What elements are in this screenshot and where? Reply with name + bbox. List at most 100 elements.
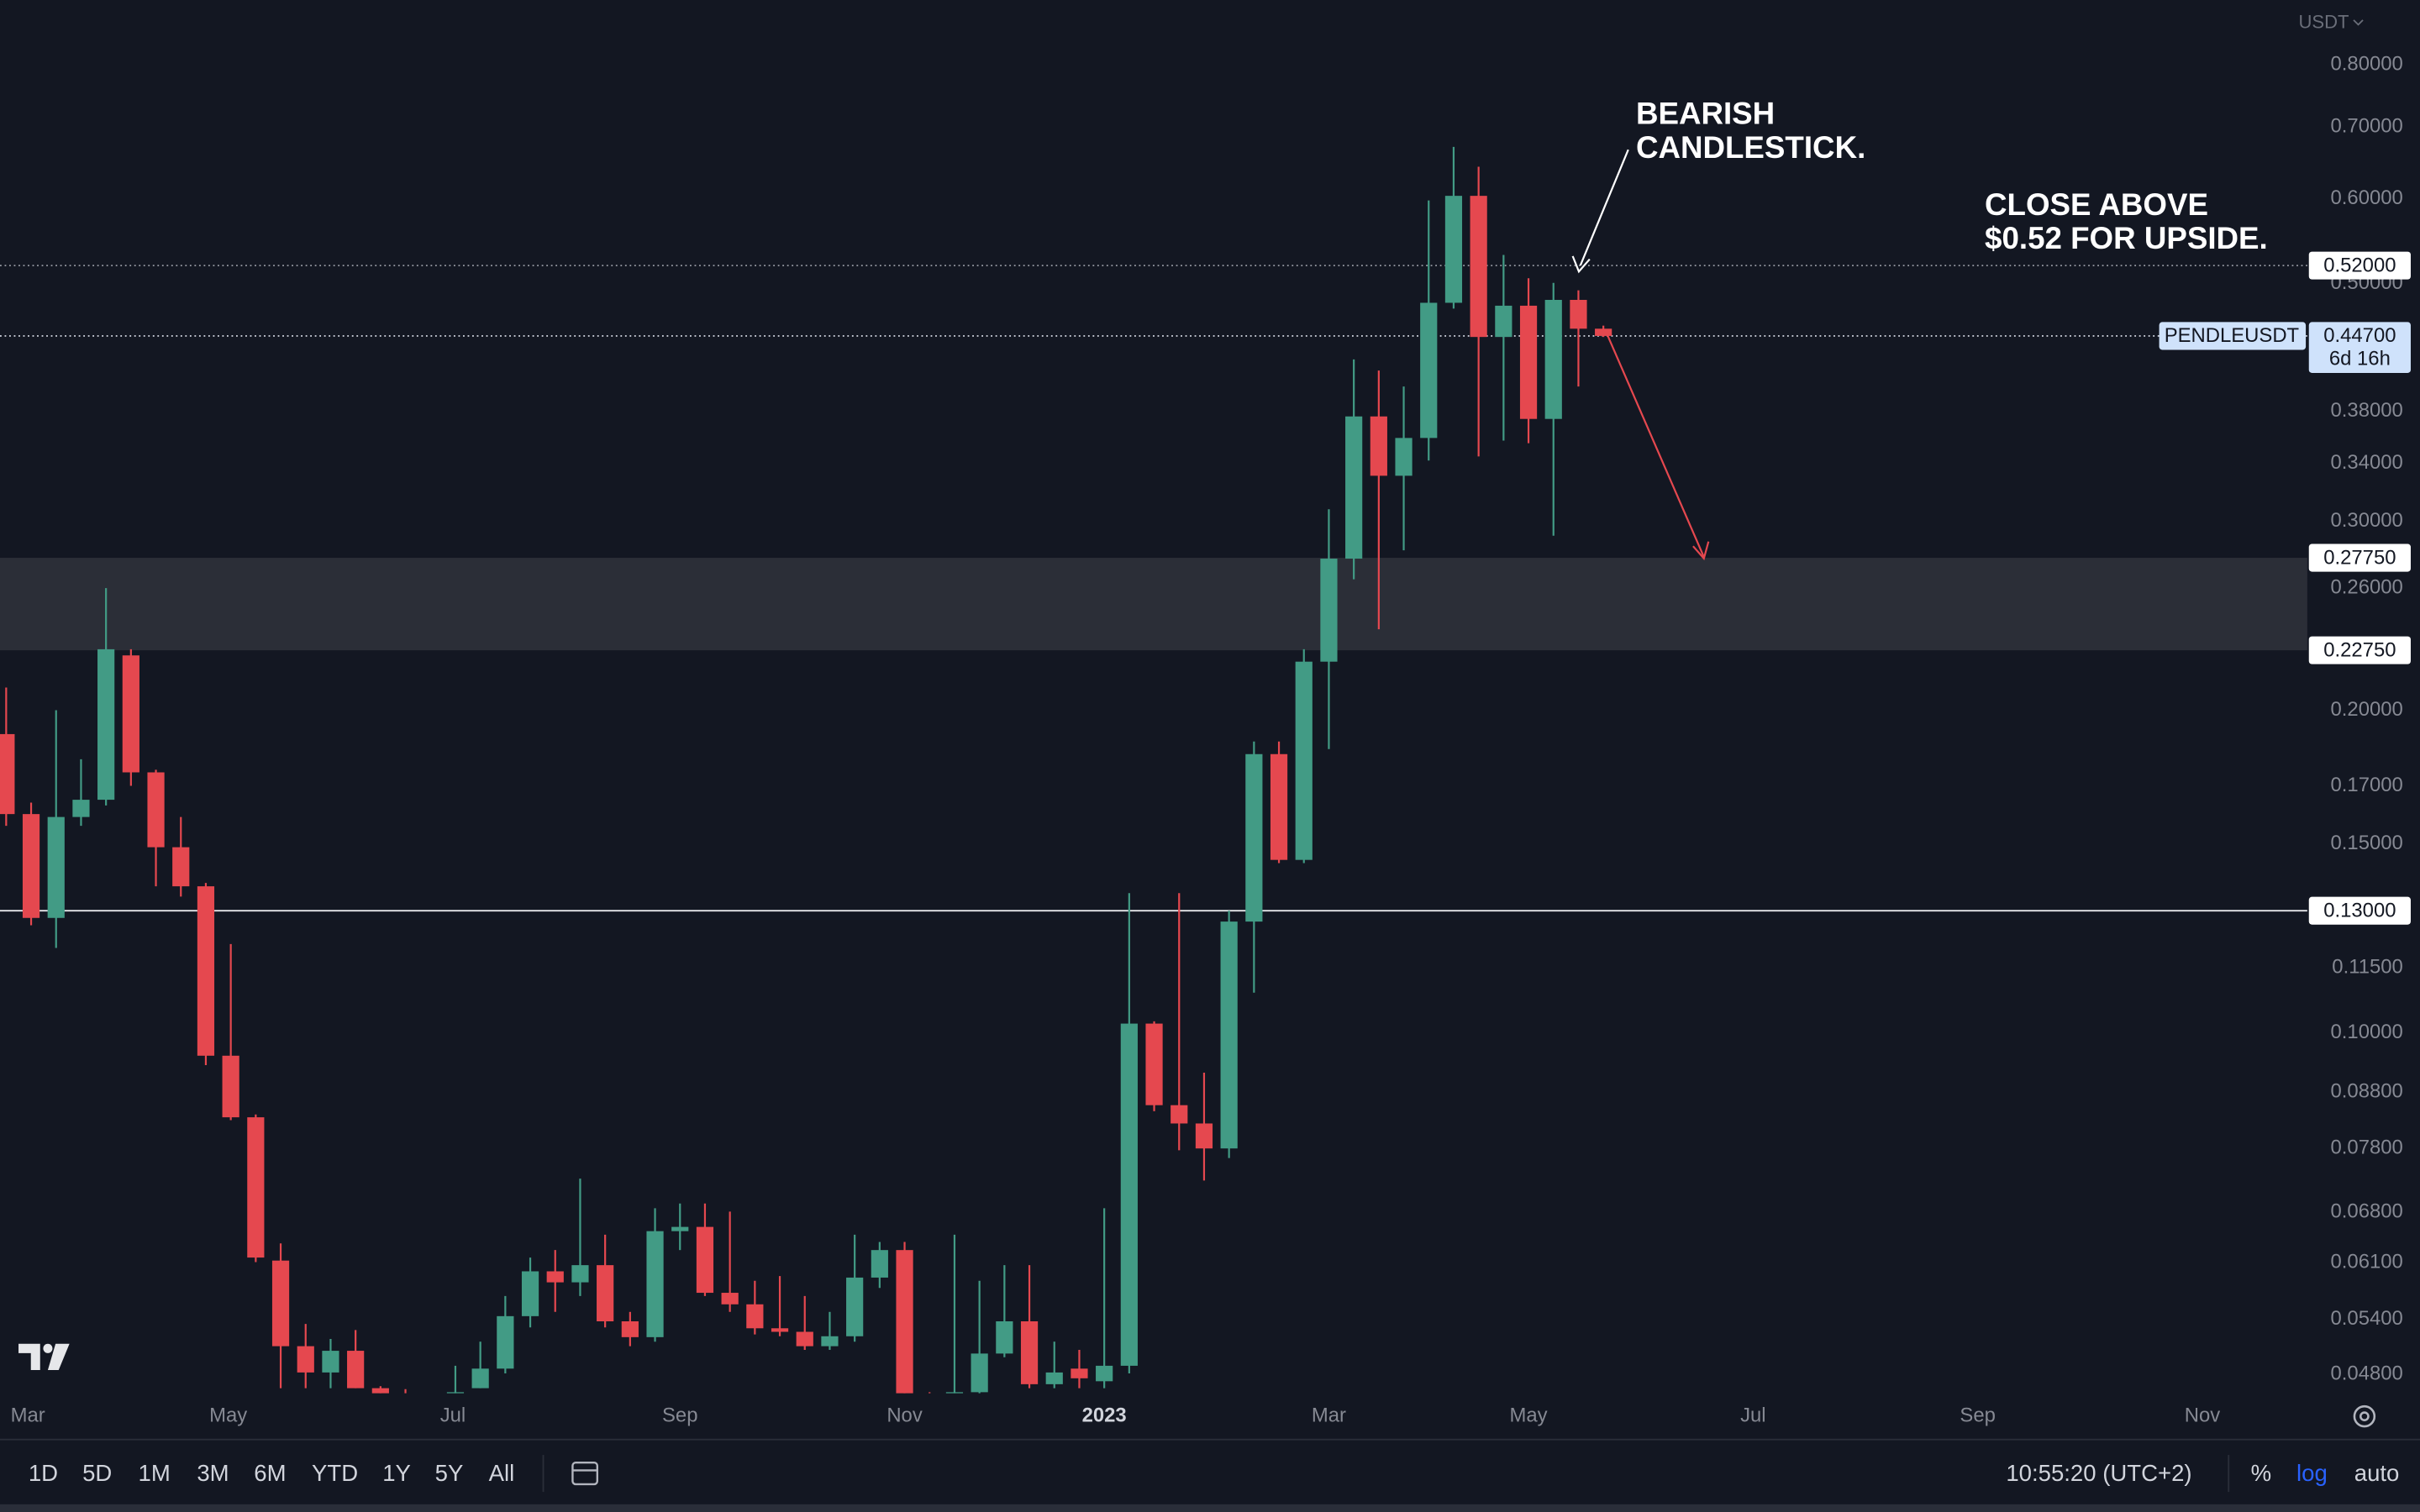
symbol-label: PENDLEUSDT xyxy=(2165,324,2300,347)
range-button[interactable]: 3M xyxy=(197,1460,229,1486)
y-tick-label: 0.60000 xyxy=(2331,186,2403,209)
candle-body xyxy=(796,1331,813,1347)
y-tick-label: 0.06100 xyxy=(2331,1251,2403,1273)
candle-body xyxy=(172,847,190,887)
symbol-label-box xyxy=(2159,322,2307,350)
candle-body xyxy=(1320,559,1338,662)
price-label-box xyxy=(2308,251,2411,280)
scale-option[interactable]: % xyxy=(2251,1460,2272,1486)
range-button[interactable]: 5Y xyxy=(435,1460,464,1486)
candle-body xyxy=(546,1271,564,1283)
x-tick-label: Nov xyxy=(2185,1404,2221,1426)
currency[interactable]: USDT xyxy=(2299,11,2349,32)
candle-body xyxy=(197,886,215,1056)
candle-body xyxy=(896,1250,913,1394)
x-tick-label: Nov xyxy=(886,1404,923,1426)
arrow-head xyxy=(1692,541,1710,561)
candle-body xyxy=(371,1388,389,1394)
candle-body xyxy=(996,1320,1013,1354)
candle-body xyxy=(746,1304,764,1329)
y-tick-label: 0.04800 xyxy=(2331,1362,2403,1385)
candle-body xyxy=(1544,300,1562,419)
tradingview-logo xyxy=(18,1343,70,1371)
last-price-label: 0.44700 xyxy=(2323,324,2396,347)
candle-body xyxy=(1420,302,1438,438)
candle-body xyxy=(1570,300,1587,329)
candle-body xyxy=(1270,753,1288,860)
candle-body xyxy=(247,1117,265,1258)
annotation: CLOSE ABOVE xyxy=(1985,187,2208,222)
range-button[interactable]: 6M xyxy=(254,1460,286,1486)
bottom-strip xyxy=(0,1504,2420,1512)
candle-body xyxy=(646,1231,664,1337)
overlay xyxy=(1571,149,1710,561)
candle-body xyxy=(846,1277,864,1336)
price-label-box xyxy=(2308,543,2411,572)
settings-icon[interactable] xyxy=(2353,1404,2376,1428)
candle-body xyxy=(297,1346,314,1373)
x-tick-label: 2023 xyxy=(1082,1404,1127,1426)
price-label: 0.13000 xyxy=(2323,899,2396,921)
candle-body xyxy=(446,1392,465,1394)
candle-body xyxy=(22,814,40,918)
x-tick-label: Sep xyxy=(662,1404,697,1426)
clock: 10:55:20 (UTC+2) xyxy=(2006,1460,2191,1486)
y-tick-label: 0.05400 xyxy=(2331,1307,2403,1330)
candle-body xyxy=(72,800,90,817)
range-button[interactable]: All xyxy=(489,1460,515,1486)
candle-body xyxy=(0,733,15,815)
range-button[interactable]: 1M xyxy=(139,1460,171,1486)
range-button[interactable]: 1D xyxy=(29,1460,58,1486)
candle-body xyxy=(1470,196,1487,338)
price-label: 0.22750 xyxy=(2323,638,2396,661)
candle-body xyxy=(1195,1123,1213,1149)
y-tick-label: 0.20000 xyxy=(2331,698,2403,721)
x-tick-label: May xyxy=(1510,1404,1548,1426)
candle-body xyxy=(347,1351,365,1389)
candle-body xyxy=(1395,438,1413,476)
y-tick-label: 0.34000 xyxy=(2331,451,2403,474)
candle-body xyxy=(671,1226,689,1231)
annotation-arrow xyxy=(1579,149,1629,266)
toolbar: 1D 5D 1M 3M 6M YTD 1Y 5Y All% log auto xyxy=(29,1460,2400,1486)
candle-body xyxy=(1020,1320,1039,1384)
candle-body xyxy=(1295,661,1313,860)
candle-body xyxy=(1096,1365,1113,1382)
candle-body xyxy=(47,816,65,918)
x-tick-label: Jul xyxy=(440,1404,466,1426)
candle-body xyxy=(1220,921,1238,1149)
candle-body xyxy=(222,1055,239,1118)
candle-body xyxy=(721,1293,739,1305)
scale-option[interactable]: auto xyxy=(2354,1460,2400,1486)
last-price-box xyxy=(2308,322,2411,374)
calendar-icon[interactable] xyxy=(571,1462,599,1486)
price-label: 0.27750 xyxy=(2323,546,2396,569)
x-tick-label: Sep xyxy=(1960,1404,1995,1426)
y-tick-label: 0.38000 xyxy=(2331,399,2403,422)
annotation: CANDLESTICK. xyxy=(1636,130,1865,165)
range-button[interactable]: 1Y xyxy=(382,1460,411,1486)
y-tick-label: 0.10000 xyxy=(2331,1021,2403,1043)
scale-option[interactable]: log xyxy=(2296,1460,2328,1486)
y-tick-label: 0.06800 xyxy=(2331,1200,2403,1223)
y-tick-label: 0.30000 xyxy=(2331,509,2403,532)
candle-body xyxy=(97,648,115,801)
candle-body xyxy=(1595,328,1612,336)
candle-body xyxy=(1370,416,1387,476)
candle-body xyxy=(621,1320,639,1337)
price-label-box xyxy=(2308,896,2411,925)
price-label-box xyxy=(2308,636,2411,664)
range-button[interactable]: YTD xyxy=(312,1460,358,1486)
y-tick-label: 0.08800 xyxy=(2331,1080,2403,1103)
y-tick-label: 0.70000 xyxy=(2331,115,2403,138)
x-tick-label: Mar xyxy=(11,1404,45,1426)
range-button[interactable]: 5D xyxy=(82,1460,112,1486)
annotation: BEARISH xyxy=(1636,96,1775,130)
candle-body xyxy=(122,655,139,773)
candle-body xyxy=(597,1265,614,1321)
candle-body xyxy=(1495,305,1512,338)
candle-body xyxy=(497,1315,514,1369)
candle-body xyxy=(1171,1105,1188,1124)
x-tick-label: Mar xyxy=(1312,1404,1346,1426)
